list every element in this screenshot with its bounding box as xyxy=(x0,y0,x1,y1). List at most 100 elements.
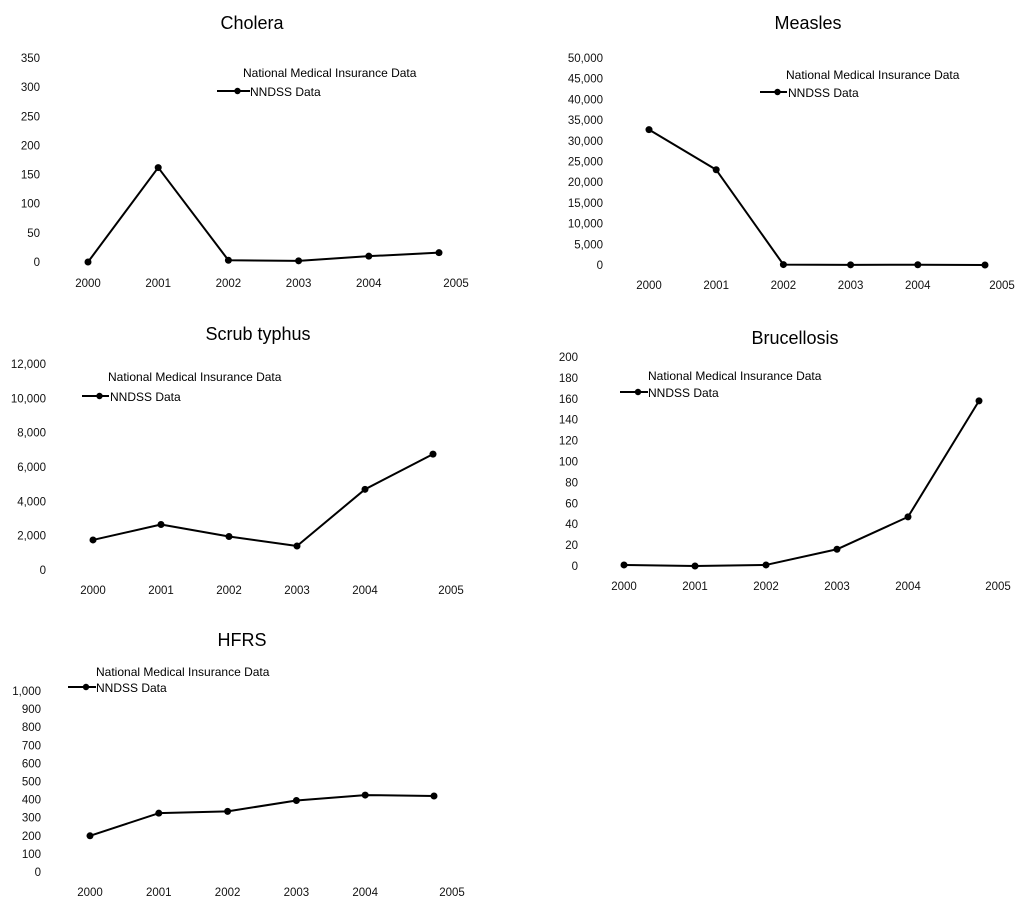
data-point xyxy=(84,258,92,266)
y-tick-label: 40 xyxy=(565,519,578,531)
y-tick-label: 200 xyxy=(22,831,41,843)
x-tick-label: 2005 xyxy=(438,585,464,597)
y-tick-label: 200 xyxy=(21,140,40,152)
x-tick-label: 2003 xyxy=(284,585,310,597)
series-line xyxy=(89,794,435,837)
data-point xyxy=(914,261,922,269)
y-tick-label: 600 xyxy=(22,758,41,770)
y-tick-label: 20 xyxy=(565,540,578,552)
legend-entry-national-medical-insurance: National Medical Insurance Data xyxy=(96,665,270,679)
data-point xyxy=(762,561,770,569)
y-tick-label: 300 xyxy=(22,813,41,825)
legend-entry-nndss: NNDSS Data xyxy=(788,86,859,100)
x-tick-label: 2004 xyxy=(352,585,378,597)
data-point xyxy=(225,533,233,541)
data-point xyxy=(645,126,653,134)
x-tick-label: 2002 xyxy=(753,581,779,593)
y-tick-label: 400 xyxy=(22,795,41,807)
data-point xyxy=(361,791,369,799)
y-tick-label: 5,000 xyxy=(574,239,603,251)
data-point xyxy=(154,164,162,172)
y-tick-label: 160 xyxy=(559,394,578,406)
chart-title: Brucellosis xyxy=(751,328,839,348)
x-tick-label: 2000 xyxy=(636,280,662,292)
legend-point-marker xyxy=(634,388,642,396)
y-tick-label: 0 xyxy=(572,561,578,573)
chart-title: HFRS xyxy=(217,630,267,650)
y-tick-label: 1,000 xyxy=(12,686,41,698)
x-tick-label: 2000 xyxy=(611,581,637,593)
legend-entry-national-medical-insurance: National Medical Insurance Data xyxy=(648,369,822,383)
y-tick-label: 350 xyxy=(21,53,40,65)
x-tick-label: 2001 xyxy=(146,887,172,899)
x-tick-label: 2002 xyxy=(771,280,797,292)
legend-point-marker xyxy=(234,87,241,95)
y-tick-label: 10,000 xyxy=(568,219,603,231)
legend-entry-national-medical-insurance: National Medical Insurance Data xyxy=(108,370,282,384)
x-tick-label: 2000 xyxy=(77,887,103,899)
y-tick-label: 120 xyxy=(559,436,578,448)
x-tick-label: 2004 xyxy=(905,280,931,292)
data-point xyxy=(430,792,438,800)
x-tick-label: 2003 xyxy=(284,887,310,899)
y-tick-label: 25,000 xyxy=(568,157,603,169)
series-line xyxy=(623,400,980,567)
data-point xyxy=(981,261,989,269)
legend-entry-national-medical-insurance: National Medical Insurance Data xyxy=(243,66,417,80)
data-point xyxy=(224,807,232,815)
series-line xyxy=(92,453,434,547)
x-tick-label: 2003 xyxy=(824,581,850,593)
data-point xyxy=(712,166,720,174)
legend-entry-nndss: NNDSS Data xyxy=(96,681,167,695)
y-tick-label: 15,000 xyxy=(568,198,603,210)
data-point xyxy=(155,809,163,817)
data-point xyxy=(847,261,855,269)
y-tick-label: 35,000 xyxy=(568,115,603,127)
x-tick-label: 2000 xyxy=(75,278,101,290)
x-tick-label: 2005 xyxy=(985,581,1011,593)
x-tick-label: 2001 xyxy=(703,280,729,292)
y-tick-label: 45,000 xyxy=(568,74,603,86)
data-point xyxy=(361,485,369,493)
data-point xyxy=(620,561,628,569)
y-tick-label: 50,000 xyxy=(568,53,603,65)
y-tick-label: 100 xyxy=(559,457,578,469)
x-tick-label: 2005 xyxy=(439,887,465,899)
data-point xyxy=(975,397,983,405)
y-tick-label: 150 xyxy=(21,170,40,182)
x-tick-label: 2003 xyxy=(286,278,312,290)
y-tick-label: 100 xyxy=(21,199,40,211)
chart-title: Cholera xyxy=(220,13,284,33)
x-tick-label: 2002 xyxy=(215,887,241,899)
y-tick-label: 2,000 xyxy=(17,531,46,543)
y-tick-label: 50 xyxy=(27,228,40,240)
y-tick-label: 60 xyxy=(565,498,578,510)
y-tick-label: 12,000 xyxy=(11,359,46,371)
series-line xyxy=(648,128,986,266)
x-tick-label: 2000 xyxy=(80,585,106,597)
data-point xyxy=(224,256,232,264)
y-tick-label: 6,000 xyxy=(17,462,46,474)
y-tick-label: 250 xyxy=(21,111,40,123)
y-tick-label: 900 xyxy=(22,704,41,716)
data-point xyxy=(365,252,373,260)
y-tick-label: 300 xyxy=(21,82,40,94)
x-tick-label: 2002 xyxy=(216,585,242,597)
y-tick-label: 0 xyxy=(597,260,603,272)
y-tick-label: 8,000 xyxy=(17,428,46,440)
y-tick-label: 0 xyxy=(35,867,41,879)
y-tick-label: 200 xyxy=(559,352,578,364)
y-tick-label: 0 xyxy=(34,257,40,269)
y-tick-label: 100 xyxy=(22,849,41,861)
data-point xyxy=(435,249,443,257)
chart-title: Scrub typhus xyxy=(205,324,311,344)
x-tick-label: 2001 xyxy=(148,585,174,597)
y-tick-label: 30,000 xyxy=(568,136,603,148)
legend-point-marker xyxy=(82,683,90,691)
x-tick-label: 2003 xyxy=(838,280,864,292)
y-tick-label: 800 xyxy=(22,722,41,734)
